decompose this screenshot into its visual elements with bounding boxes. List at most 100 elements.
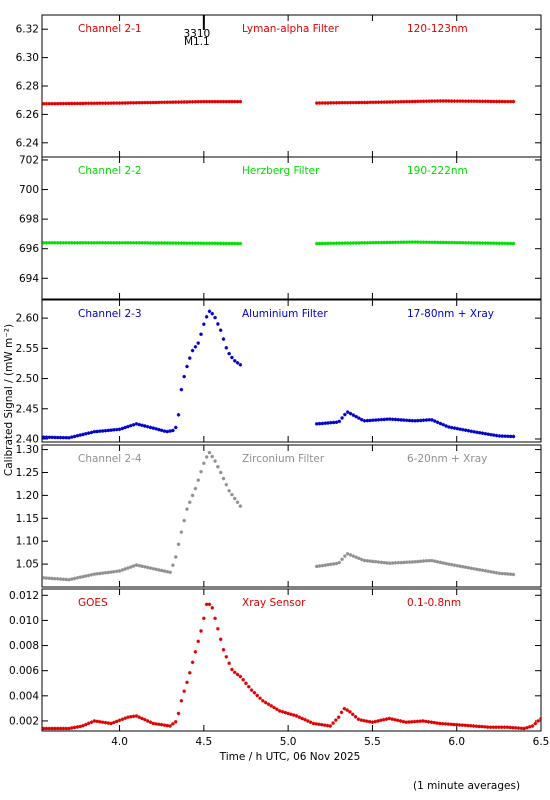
data-point: [402, 560, 406, 565]
data-point: [238, 363, 243, 367]
data-point: [483, 99, 488, 104]
data-point: [395, 718, 400, 723]
data-point: [120, 717, 125, 722]
data-point: [249, 688, 254, 692]
data-point: [286, 711, 290, 716]
data-point: [69, 240, 74, 245]
data-point: [204, 455, 209, 459]
data-point: [173, 241, 178, 245]
data-point: [475, 99, 479, 104]
panel-channel-label: Channel 2-4: [78, 453, 142, 465]
data-point: [86, 721, 91, 726]
data-point: [331, 101, 336, 105]
data-point: [165, 569, 170, 574]
data-point: [317, 564, 322, 568]
data-point: [213, 241, 217, 246]
data-point: [168, 570, 172, 575]
data-point: [485, 725, 490, 729]
data-point: [365, 719, 369, 723]
data-point: [354, 100, 358, 105]
data-point: [199, 99, 203, 104]
y-axis-label: Calibrated Signal / (mW m⁻²): [3, 324, 15, 476]
data-point: [334, 241, 339, 246]
data-point: [126, 101, 130, 105]
data-point: [443, 722, 448, 726]
data-point: [421, 240, 426, 244]
data-point: [503, 99, 507, 104]
y-tick-label: 6.32: [16, 24, 39, 36]
data-point: [404, 418, 409, 423]
data-point: [114, 240, 119, 245]
data-point: [151, 566, 156, 571]
data-point: [100, 571, 105, 575]
data-point: [95, 719, 99, 724]
data-point: [190, 348, 195, 353]
data-point: [444, 424, 448, 428]
data-point: [468, 723, 473, 728]
data-point: [165, 723, 170, 728]
data-point: [42, 576, 46, 580]
data-point: [291, 713, 296, 717]
data-point: [154, 722, 158, 726]
panel-filter-label: Lyman-alpha Filter: [242, 23, 339, 35]
data-point: [112, 240, 116, 245]
data-point: [244, 681, 248, 686]
data-point: [393, 717, 397, 722]
data-point: [376, 100, 381, 104]
data-point: [365, 100, 370, 105]
data-point: [497, 725, 501, 730]
data-point: [396, 240, 401, 245]
data-point: [207, 99, 212, 104]
data-point: [53, 101, 57, 106]
data-point: [95, 101, 99, 106]
y-tick-label: 0.004: [9, 690, 39, 702]
x-tick-label: 6.5: [533, 736, 550, 748]
data-point: [100, 101, 105, 105]
y-tick-label: 696: [19, 243, 39, 255]
data-point: [368, 100, 372, 105]
panel-channel-label: GOES: [78, 597, 108, 609]
data-point: [145, 719, 150, 723]
data-point: [103, 570, 108, 575]
data-point: [176, 100, 181, 104]
data-point: [235, 500, 240, 505]
data-point: [329, 241, 333, 246]
data-point: [165, 241, 170, 245]
data-point: [89, 101, 94, 106]
data-point: [432, 419, 437, 423]
data-point: [221, 337, 226, 341]
data-point: [157, 568, 161, 572]
data-point: [92, 719, 97, 723]
data-point: [413, 99, 417, 104]
averaging-note: (1 minute averages): [413, 780, 521, 792]
data-point: [390, 100, 395, 104]
data-point: [50, 101, 54, 106]
data-point: [126, 240, 130, 245]
data-point: [266, 702, 271, 706]
data-point: [114, 101, 119, 105]
data-point: [190, 493, 195, 498]
data-point: [109, 570, 113, 574]
data-point: [500, 241, 505, 246]
data-point: [449, 240, 454, 245]
data-point: [179, 241, 184, 245]
data-point: [418, 719, 422, 723]
data-point: [351, 241, 356, 245]
data-point: [441, 422, 446, 427]
data-point: [269, 704, 274, 708]
data-point: [390, 717, 394, 721]
data-point: [246, 684, 251, 689]
data-point: [103, 720, 108, 725]
data-point: [351, 413, 356, 417]
data-point: [328, 724, 333, 728]
data-point: [117, 240, 122, 245]
data-point: [168, 100, 172, 104]
data-point: [89, 430, 94, 435]
data-point: [331, 562, 336, 566]
data-point: [357, 241, 361, 245]
data-point: [311, 721, 316, 726]
data-point: [148, 425, 153, 430]
data-point: [213, 315, 217, 320]
data-point: [424, 559, 429, 563]
